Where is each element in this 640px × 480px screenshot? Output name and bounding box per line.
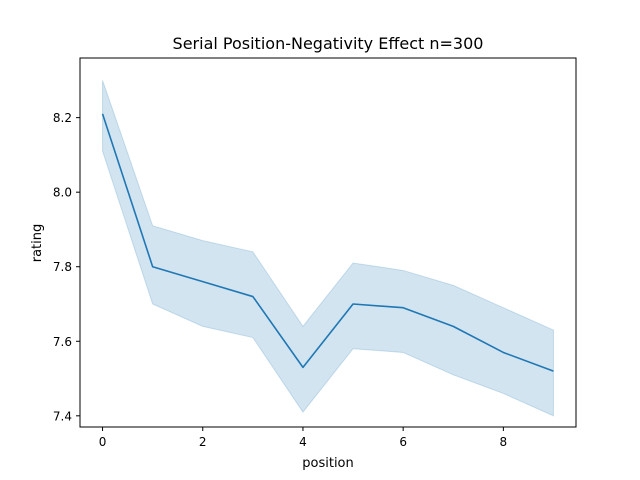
x-tick-label: 8 <box>500 435 508 449</box>
confidence-band <box>102 80 554 417</box>
confidence-band-layer <box>102 80 554 417</box>
x-tick-label: 0 <box>99 435 107 449</box>
series-line <box>101 113 554 372</box>
series-line-layer <box>101 113 554 372</box>
x-tick-label: 6 <box>399 435 407 449</box>
x-axis-ticks: 0 2 4 6 8 <box>99 427 507 449</box>
y-tick-label: 7.6 <box>53 335 72 349</box>
chart-title: Serial Position-Negativity Effect n=300 <box>173 34 484 53</box>
y-tick-label: 7.4 <box>53 409 72 423</box>
x-tick-label: 2 <box>199 435 207 449</box>
y-axis-ticks: 7.4 7.6 7.8 8.0 8.2 <box>53 111 80 423</box>
y-tick-label: 8.0 <box>53 186 72 200</box>
y-tick-label: 8.2 <box>53 111 72 125</box>
y-axis-label: rating <box>30 224 45 263</box>
x-axis-label: position <box>302 456 354 471</box>
plot-area-frame <box>79 57 577 428</box>
y-tick-label: 7.8 <box>53 260 72 274</box>
x-tick-label: 4 <box>299 435 307 449</box>
